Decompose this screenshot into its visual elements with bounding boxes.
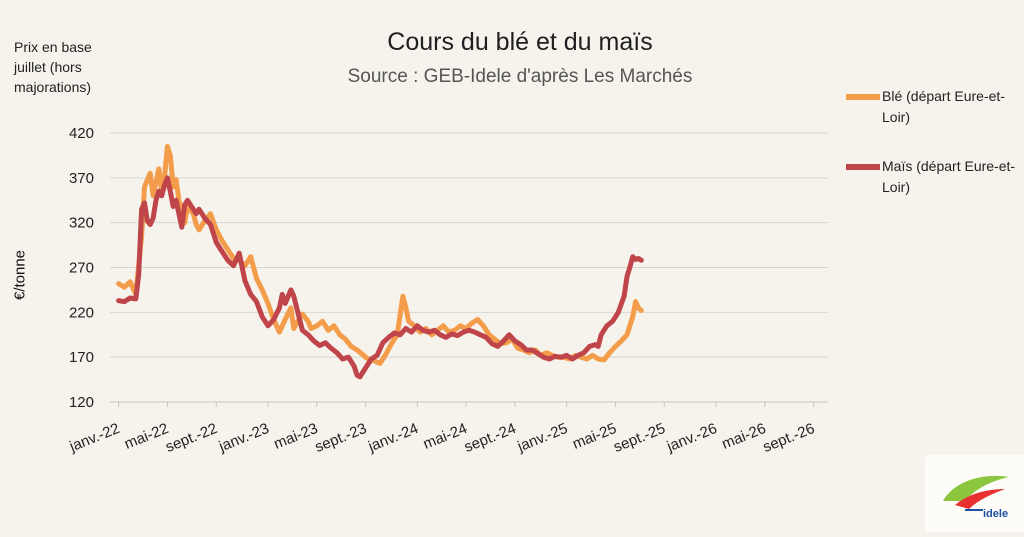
x-tick-label: mai-24 <box>421 420 470 453</box>
y-tick-label: 220 <box>69 304 94 321</box>
x-tick-label: sept.-24 <box>462 420 519 456</box>
x-tick-label: mai-26 <box>719 420 768 453</box>
x-tick-label: sept.-23 <box>312 420 369 456</box>
legend-item-wheat: Blé (départ Eure-et-Loir) <box>846 86 1021 128</box>
legend: Blé (départ Eure-et-Loir) Maïs (départ E… <box>846 86 1021 226</box>
y-tick-label: 320 <box>69 215 94 232</box>
legend-swatch-wheat <box>846 94 880 100</box>
legend-label-wheat: Blé (départ Eure-et-Loir) <box>882 88 1005 125</box>
x-tick-label: sept.-25 <box>611 420 668 456</box>
x-tick-label: janv.-24 <box>365 420 421 456</box>
y-tick-label: 120 <box>69 394 94 411</box>
x-tick-label: mai-22 <box>122 420 171 453</box>
x-tick-label: sept.-26 <box>761 420 818 456</box>
chart-title: Cours du blé et du maïs <box>387 28 653 56</box>
x-tick-label: janv.-22 <box>66 420 122 456</box>
legend-label-corn: Maïs (départ Eure-et-Loir) <box>882 158 1016 195</box>
x-tick-label: janv.-26 <box>664 420 720 456</box>
y-tick-label: 420 <box>69 125 94 142</box>
x-tick-label: mai-23 <box>271 420 320 453</box>
x-tick-label: mai-25 <box>570 420 619 453</box>
chart-subtitle: Source : GEB-Idele d'après Les Marchés <box>347 66 693 87</box>
y-tick-label: 170 <box>69 349 94 366</box>
legend-swatch-corn <box>846 164 880 170</box>
series-line-corn <box>116 175 644 380</box>
y-tick-label: 270 <box>69 260 94 277</box>
y-tick-label: 370 <box>69 170 94 187</box>
price-basis-note: Prix en base juillet (hors majorations) <box>14 39 92 95</box>
series-line-wheat <box>116 144 644 366</box>
x-tick-label: janv.-25 <box>514 420 570 456</box>
x-tick-label: sept.-22 <box>163 420 220 456</box>
svg-text:idele: idele <box>983 508 1008 520</box>
idele-logo: idele <box>925 455 1024 532</box>
idele-logo-icon: idele <box>943 475 1009 520</box>
x-tick-label: janv.-23 <box>216 420 272 456</box>
legend-item-corn: Maïs (départ Eure-et-Loir) <box>846 156 1021 198</box>
